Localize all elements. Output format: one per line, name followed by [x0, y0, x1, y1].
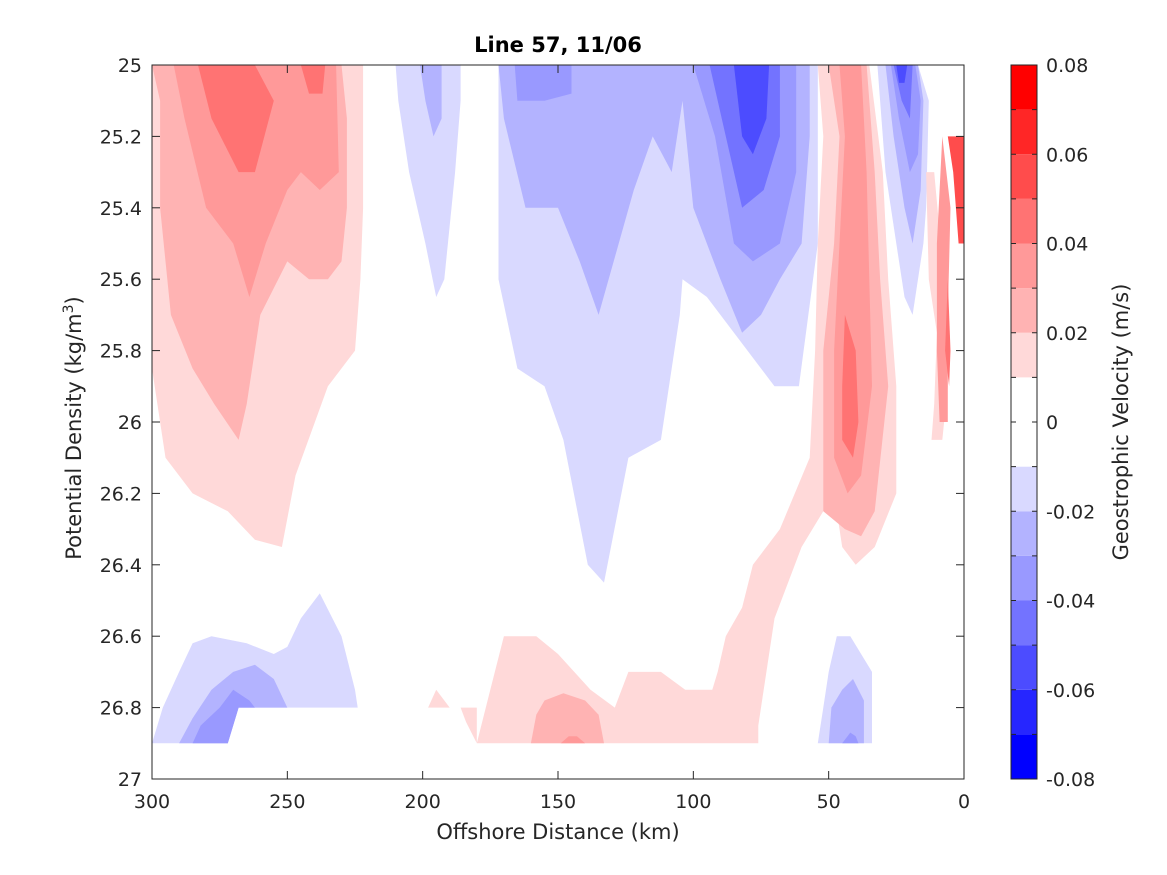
colorbar-ticks: 0.08 0.06 0.04 0.02 0 -0.02 -0.04 -0.06 -0.08: [1046, 55, 1095, 791]
plot-area: [151, 64, 965, 780]
colorbar-swatch: [1011, 154, 1037, 199]
colorbar-swatch: [1011, 600, 1037, 646]
colorbar-tick-label: -0.02: [1046, 501, 1095, 523]
y-tick-label: 26.2: [100, 483, 142, 505]
y-axis-label: Potential Density (kg/m3): [61, 296, 86, 560]
colorbar-frame: [1010, 64, 1038, 780]
colorbar-tick-label: -0.06: [1046, 680, 1095, 702]
y-tick-label: 27: [118, 769, 142, 791]
y-tick-label: 25.2: [100, 126, 142, 148]
contour-region-13: [476, 65, 897, 744]
contour-region-24: [945, 279, 951, 387]
contour-fills: [152, 65, 964, 744]
contour-region-4: [300, 65, 326, 94]
contour-region-19: [890, 65, 921, 173]
y-axis-label-close: ): [62, 296, 86, 304]
colorbar-tick-label: 0.06: [1046, 144, 1088, 166]
colorbar-tick-label: 0.04: [1046, 234, 1088, 256]
contour-region-21: [896, 65, 908, 83]
colorbar-swatch: [1011, 466, 1037, 512]
contour-region-33: [560, 736, 586, 744]
contour-region-12: [733, 65, 770, 155]
contour-region-9: [514, 65, 572, 101]
x-tick-label: 300: [134, 791, 170, 813]
colorbar-swatch: [1011, 511, 1037, 556]
y-tick-label: 25.4: [100, 198, 142, 220]
x-axis: 300 250 200 150 100 50 0: [134, 65, 970, 813]
y-axis-label-main: Potential Density (kg/m: [62, 313, 86, 559]
colorbar-swatch: [1011, 645, 1037, 690]
colorbar-label: Geostrophic Velocity (m/s): [1109, 284, 1133, 561]
y-tick-label: 26.8: [100, 698, 142, 720]
x-tick-label: 100: [675, 791, 711, 813]
x-tick-label: 0: [958, 791, 970, 813]
contour-region-5: [395, 65, 461, 297]
contour-region-3: [198, 65, 274, 173]
colorbar-swatch: [1011, 422, 1037, 467]
colorbar-tick-label: -0.04: [1046, 591, 1095, 613]
x-tick-label: 200: [405, 791, 441, 813]
colorbar-swatch: [1011, 65, 1037, 110]
contour-region-6: [420, 65, 442, 137]
contour-region-34: [428, 689, 477, 744]
x-tick-label: 150: [540, 791, 576, 813]
colorbar: [1011, 64, 1037, 780]
y-axis-label-superscript: 3: [61, 304, 77, 313]
contour-region-28: [192, 689, 255, 744]
y-tick-label: 25.8: [100, 341, 142, 363]
colorbar-swatch: [1011, 555, 1037, 601]
y-tick-label: 26.4: [100, 555, 142, 577]
contour-region-31: [842, 732, 859, 744]
colorbar-tick-label: -0.08: [1046, 769, 1095, 791]
colorbar-swatch: [1011, 689, 1037, 735]
colorbar-swatch: [1011, 288, 1037, 333]
colorbar-swatch: [1011, 109, 1037, 155]
contour-region-30: [828, 679, 864, 744]
x-tick-label: 50: [817, 791, 841, 813]
y-tick-label: 25.6: [100, 269, 142, 291]
colorbar-swatch: [1011, 243, 1037, 289]
y-tick-label: 26.6: [100, 626, 142, 648]
y-tick-label: 26: [118, 412, 142, 434]
colorbar-swatch: [1011, 332, 1037, 378]
colorbar-tick-label: 0: [1046, 412, 1058, 434]
x-tick-label: 250: [269, 791, 305, 813]
colorbar-swatch: [1011, 734, 1037, 779]
y-tick-label: 25: [118, 55, 142, 77]
y-axis: 25 25.2 25.4 25.6 25.8 26 26.2 26.4 26.6 26.8 27: [100, 55, 964, 791]
colorbar-swatch: [1011, 377, 1037, 422]
colorbar-tick-label: 0.08: [1046, 55, 1088, 77]
contour-region-16: [842, 314, 859, 458]
chart-title: Line 57, 11/06: [474, 33, 642, 57]
contour-region-32: [530, 693, 604, 744]
contour-region-25: [947, 136, 964, 244]
colorbar-swatch: [1011, 198, 1037, 244]
x-axis-label: Offshore Distance (km): [436, 820, 679, 844]
colorbar-tick-label: 0.02: [1046, 323, 1088, 345]
